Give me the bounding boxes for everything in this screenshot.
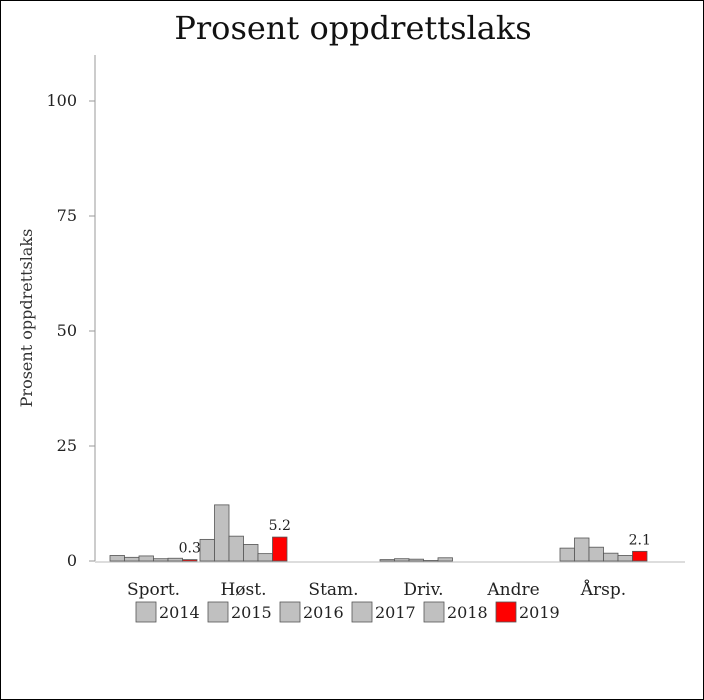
x-tick-label: Årsp.	[580, 579, 626, 600]
legend-swatch-2017	[351, 601, 373, 623]
x-tick-label: Andre	[486, 580, 539, 600]
x-tick-label: Driv.	[403, 580, 443, 600]
data-label: 0.3	[179, 541, 201, 557]
y-tick-label: 100	[46, 91, 77, 110]
bar-2018-1	[257, 553, 273, 562]
data-label: 2.1	[629, 532, 651, 548]
legend-swatch-2018	[423, 601, 445, 623]
legend-label: 2015	[231, 603, 272, 622]
legend-swatch-2014	[135, 601, 157, 623]
bar-2015-1	[214, 504, 230, 562]
legend-label: 2017	[375, 603, 416, 622]
chart-title: Prosent oppdrettslaks	[174, 9, 532, 47]
x-tick-label: Høst.	[220, 580, 266, 600]
bar-2015-0	[124, 556, 140, 562]
bar-2014-3	[379, 559, 395, 562]
legend-label: 2014	[159, 603, 200, 622]
bar-2015-3	[394, 558, 410, 562]
x-tick-label: Stam.	[308, 580, 358, 600]
bar-2014-1	[199, 538, 215, 562]
bar-2016-0	[138, 555, 154, 562]
bar-2014-5	[559, 547, 575, 562]
y-tick-label: 25	[57, 436, 77, 455]
bar-2019-0	[182, 559, 198, 562]
bar-2017-5	[603, 552, 619, 562]
bar-2014-0	[109, 555, 125, 562]
bar-2016-5	[588, 546, 604, 562]
bar-2019-5	[632, 550, 648, 562]
legend-swatch-2015	[207, 601, 229, 623]
x-tick-label: Sport.	[127, 580, 180, 600]
bar-2016-3	[408, 558, 424, 562]
legend-label: 2018	[447, 603, 488, 622]
bar-2015-5	[574, 537, 590, 562]
bar-2016-1	[228, 535, 244, 562]
legend-swatch-2016	[279, 601, 301, 623]
y-tick-label: 75	[57, 206, 77, 225]
bar-2019-1	[272, 536, 288, 562]
legend-swatch-2019	[495, 601, 517, 623]
bar-2018-5	[617, 555, 633, 562]
bar-2018-3	[437, 557, 453, 562]
legend-label: 2019	[519, 603, 560, 622]
data-label: 5.2	[269, 518, 291, 534]
y-tick-label: 0	[67, 551, 77, 570]
bar-2018-0	[167, 557, 183, 562]
legend-label: 2016	[303, 603, 344, 622]
y-tick-label: 50	[57, 321, 77, 340]
y-axis-label: Prosent oppdrettslaks	[17, 229, 36, 408]
bar-2017-0	[153, 558, 169, 562]
bar-2017-1	[243, 544, 259, 562]
